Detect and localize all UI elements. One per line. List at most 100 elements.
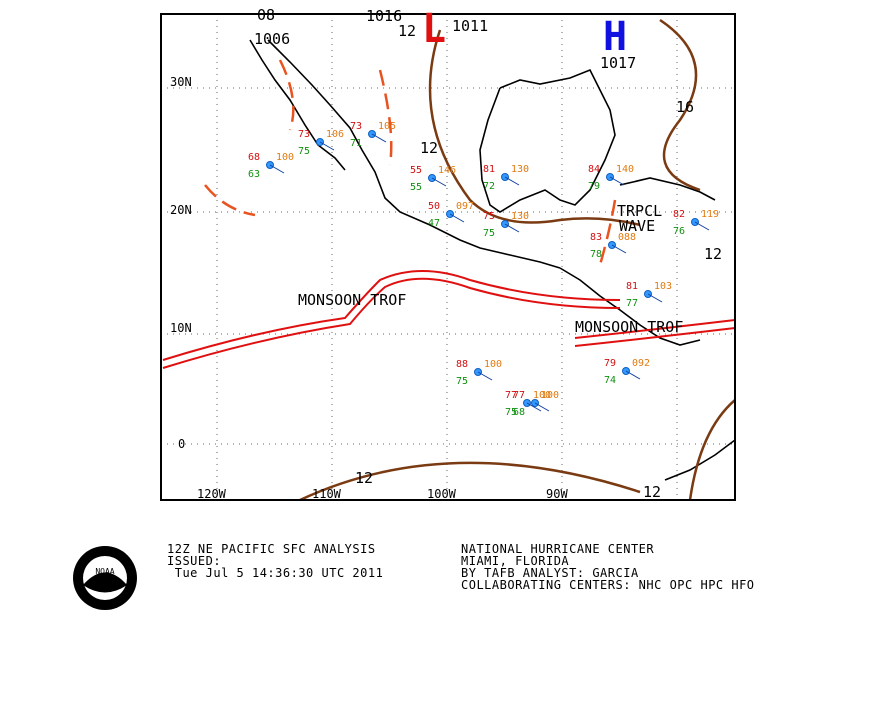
station-pressure: 106 [326,129,344,140]
noaa-logo: NOAA [73,546,137,610]
isobar [299,461,641,502]
baja-coast [249,39,346,171]
station-pressure: 140 [616,164,634,175]
center-name: NATIONAL HURRICANE CENTER [461,542,654,556]
station-dewpoint: 72 [483,181,495,192]
high-pressure: 1017 [600,54,636,72]
station-temperature: 50 [428,201,440,212]
station-temperature: 73 [350,121,362,132]
isobar-label: 12 [420,139,438,157]
longitude-label: 110W [312,487,342,501]
isobar [428,29,641,227]
station-dewpoint: 47 [428,218,440,229]
isobars [299,18,736,502]
station-pressure: 097 [456,201,474,212]
station-temperature: 84 [588,164,600,175]
trough [378,69,393,166]
wind-barb [504,223,520,233]
trough [204,184,256,217]
station-temperature: 81 [483,164,495,175]
monsoon-line [162,277,621,369]
monsoon-trough [162,270,736,369]
longitude-label: 100W [427,487,457,501]
station-temperature: 83 [590,232,602,243]
isobar-label: 12 [704,245,722,263]
wind-barb [647,293,663,303]
station-temperature: 79 [604,358,616,369]
station-dewpoint: 75 [505,407,517,418]
isobar-label: 08 [257,6,275,24]
wind-barb [269,164,285,174]
coastlines [249,39,736,481]
station-temperature: 77 [505,390,517,401]
station-temperature: 82 [673,209,685,220]
tropical-wave [598,199,617,266]
isobar-label: 12 [398,22,416,40]
isobar [688,399,736,501]
monsoon-line [162,270,621,361]
station-pressure: 088 [618,232,636,243]
station-dewpoint: 71 [350,138,362,149]
isobar-label: 1016 [366,7,402,25]
latitude-label: 30N [170,75,192,89]
station-dewpoint: 74 [604,375,616,386]
station-pressure: 100 [484,359,502,370]
station-dewpoint: 76 [673,226,685,237]
station-pressure: 100 [276,152,294,163]
station-dewpoint: 55 [410,182,422,193]
station-dewpoint: 68 [513,407,525,418]
wind-barb [611,244,627,254]
station-pressure: 146 [438,165,456,176]
isobar-label: 16 [676,98,694,116]
station-temperature: 77 [513,390,525,401]
station-dewpoint: 78 [590,249,602,260]
wind-barb [431,177,447,187]
low-symbol: L [422,6,446,52]
south-america-coast [664,439,736,481]
logo-bird [83,572,127,593]
analyst: BY TAFB ANALYST: GARCIA [461,566,639,580]
longitude-label: 90W [546,487,568,501]
station-dewpoint: 79 [588,181,600,192]
map-border [160,13,736,501]
isobar-label: 12 [355,469,373,487]
issued-time: Tue Jul 5 14:36:30 UTC 2011 [167,566,383,580]
station-pressure: 130 [511,164,529,175]
isobar-label: 1006 [254,30,290,48]
wind-barb [477,371,493,381]
central-america-coast [559,267,701,346]
mexico-pacific-coast [267,39,561,269]
station-dewpoint: 75 [298,146,310,157]
isobar [659,18,701,192]
logo-text: NOAA [95,567,114,576]
center-location: MIAMI, FLORIDA [461,554,569,568]
station-pressure: 100 [541,390,559,401]
feature-label: TRPCL [617,202,662,220]
station-temperature: 73 [298,129,310,140]
station-dewpoint: 75 [483,228,495,239]
feature-label: MONSOON TROF [575,318,683,336]
latitude-label: 10N [170,321,192,335]
wind-barb [609,176,625,186]
isobar-label: 12 [643,483,661,501]
low-pressure: 1011 [452,17,488,35]
monsoon-line [574,319,736,339]
wind-barb [449,213,465,223]
feature-label: MONSOON TROF [298,291,406,309]
map-panel: 120W 110W 100W 90W 30N 20N 10N 0 H 1017 … [160,6,736,502]
wind-barb [504,176,520,186]
station-pressure: 092 [632,358,650,369]
station-dewpoint: 63 [248,169,260,180]
station-temperature: 81 [626,281,638,292]
station-pressure: 130 [511,211,529,222]
collaborating-centers: COLLABORATING CENTERS: NHC OPC HPC HFO [461,578,755,592]
wind-barb [625,370,641,380]
station-temperature: 88 [456,359,468,370]
trough [278,59,295,131]
station-pressure: 100 [533,390,551,401]
monsoon-line [574,327,736,347]
wind-barb [526,402,542,412]
station-temperature: 75 [483,211,495,222]
